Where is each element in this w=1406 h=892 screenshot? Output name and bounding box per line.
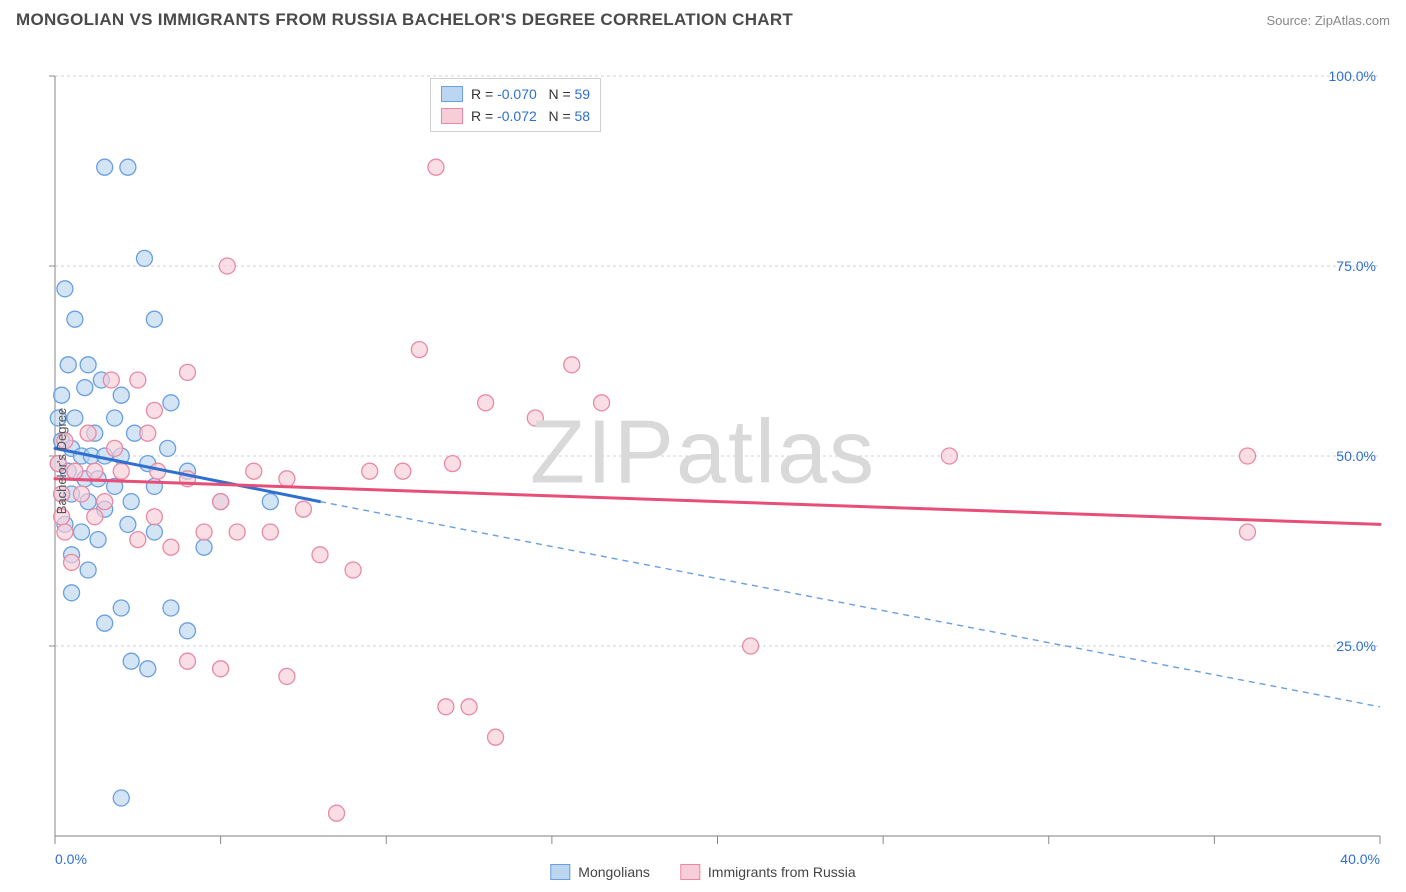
svg-text:75.0%: 75.0% — [1336, 258, 1376, 274]
legend-swatch — [550, 864, 570, 880]
chart-area: Bachelor's Degree 0.0% 40.0% 25.0% 50.0% 75.… — [0, 36, 1406, 886]
svg-text:100.0%: 100.0% — [1329, 68, 1376, 84]
source-attribution: Source: ZipAtlas.com — [1266, 13, 1390, 28]
legend-stats: R = -0.072 N = 58 — [471, 108, 590, 124]
y-axis-label: Bachelor's Degree — [54, 408, 69, 515]
scatter-chart: 0.0% 40.0% 25.0% 50.0% 75.0% 100.0% — [0, 36, 1406, 886]
source-link[interactable]: ZipAtlas.com — [1315, 13, 1390, 28]
svg-text:40.0%: 40.0% — [1340, 851, 1380, 867]
correlation-legend: R = -0.070 N = 59 R = -0.072 N = 58 — [430, 78, 601, 132]
legend-swatch — [441, 108, 463, 124]
chart-title: MONGOLIAN VS IMMIGRANTS FROM RUSSIA BACH… — [16, 10, 793, 30]
legend-item-mongolians: Mongolians — [550, 864, 650, 880]
legend-item-russia: Immigrants from Russia — [680, 864, 856, 880]
legend-label: Mongolians — [578, 864, 650, 880]
svg-text:0.0%: 0.0% — [55, 851, 87, 867]
legend-swatch — [680, 864, 700, 880]
svg-text:50.0%: 50.0% — [1336, 448, 1376, 464]
svg-text:25.0%: 25.0% — [1336, 638, 1376, 654]
legend-label: Immigrants from Russia — [708, 864, 856, 880]
legend-row-russia: R = -0.072 N = 58 — [441, 105, 590, 127]
series-legend: Mongolians Immigrants from Russia — [550, 864, 855, 880]
source-prefix: Source: — [1266, 13, 1314, 28]
legend-swatch — [441, 86, 463, 102]
legend-row-mongolians: R = -0.070 N = 59 — [441, 83, 590, 105]
legend-stats: R = -0.070 N = 59 — [471, 86, 590, 102]
